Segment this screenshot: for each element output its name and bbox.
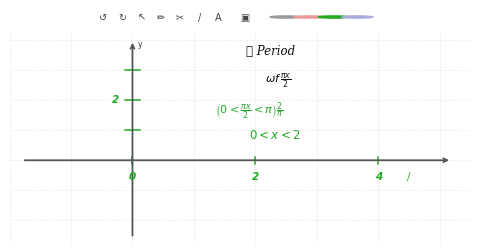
Text: $\omega f\,\frac{\pi x}{2}$: $\omega f\,\frac{\pi x}{2}$ <box>264 72 291 90</box>
Text: 4: 4 <box>374 172 382 182</box>
Circle shape <box>270 16 301 18</box>
Text: 0: 0 <box>129 172 136 182</box>
Circle shape <box>294 16 325 18</box>
Text: ✂: ✂ <box>176 13 184 23</box>
Text: 2: 2 <box>252 172 259 182</box>
Circle shape <box>342 16 373 18</box>
Text: $\left(0 < \frac{\pi x}{2} < \pi\right)\frac{2}{\pi}$: $\left(0 < \frac{\pi x}{2} < \pi\right)\… <box>216 100 284 122</box>
Text: /: / <box>198 13 201 23</box>
Text: 2: 2 <box>112 95 119 105</box>
Text: /: / <box>408 172 410 182</box>
Text: $0 < x < 2$: $0 < x < 2$ <box>249 129 301 142</box>
Text: ① Period: ① Period <box>246 45 295 57</box>
Text: ↺: ↺ <box>99 13 107 23</box>
Text: A: A <box>215 13 222 23</box>
Text: ↻: ↻ <box>119 13 126 23</box>
Circle shape <box>318 16 349 18</box>
Text: ✏: ✏ <box>157 13 165 23</box>
Text: ↖: ↖ <box>138 13 145 23</box>
Text: y: y <box>137 40 142 49</box>
Text: ▣: ▣ <box>240 13 250 23</box>
